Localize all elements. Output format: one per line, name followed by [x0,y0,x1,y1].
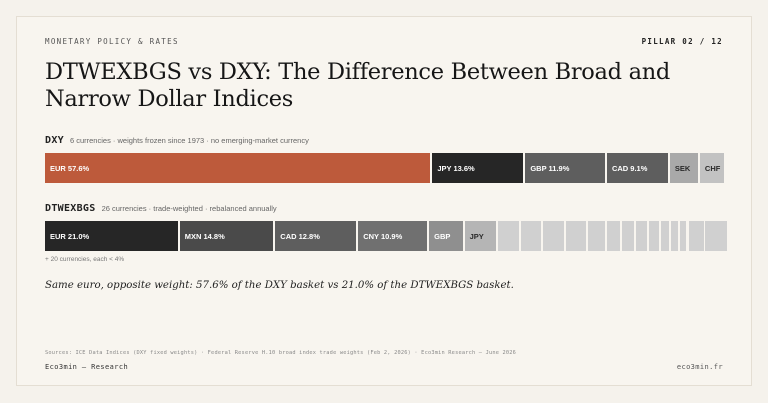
other-currencies-note: + 20 currencies, each < 4% [45,256,125,263]
footer-brand: Eco3min — Research [45,363,129,371]
bar-segment-chf: CHF [699,153,724,183]
bar-segment-other-2 [521,221,542,251]
bar-segment-label: JPY [469,231,484,241]
bar-segment-other-17 [709,221,715,251]
bar-segment-cad: CAD 12.8% [275,221,357,251]
bar-segment-other-8 [635,221,647,251]
page-title: DTWEXBGS vs DXY: The Difference Between … [45,59,671,112]
dxy-row-label: DXY 6 currencies · weights frozen since 1… [45,135,309,146]
bar-segment-other-5 [587,221,605,251]
bar-segment-other-13 [688,221,694,251]
bar-segment-label: SEK [674,163,691,173]
bar-segment-other-10 [661,221,669,251]
bar-segment-mxn: MXN 14.8% [179,221,274,251]
bar-segment-label: CHF [704,163,721,173]
chart-caption: Same euro, opposite weight: 57.6% of the… [45,280,514,291]
bar-segment-other-14 [694,221,700,251]
bar-segment-other-16 [704,221,710,251]
bar-segment-other-4 [565,221,586,251]
bar-segment-gbp: GBP [429,221,463,251]
bar-segment-label: EUR 21.0% [50,231,90,241]
bar-segment-jpy: JPY [464,221,497,251]
bar-segment-label: GBP 11.9% [530,163,570,173]
bar-segment-other-1 [498,221,520,251]
bar-segment-label: CAD 12.8% [280,231,320,241]
bar-segment-cny: CNY 10.9% [358,221,428,251]
bar-segment-label: MXN 14.8% [184,231,225,241]
bar-segment-label: JPY 13.6% [437,163,475,173]
bar-segment-other-15 [699,221,705,251]
bar-segment-eur: EUR 57.6% [45,153,431,183]
broad-name: DTWEXBGS [45,203,96,214]
bar-segment-other-11 [670,221,679,251]
footer-site: eco3min.fr [676,363,723,371]
bar-segment-other-3 [543,221,564,251]
card: MONETARY POLICY & RATES PILLAR 02 / 12 D… [16,16,752,386]
broad-subtitle: 26 currencies · trade-weighted · rebalan… [101,204,277,213]
dxy-subtitle: 6 currencies · weights frozen since 1973… [69,136,309,145]
bar-segment-other-6 [606,221,621,251]
dxy-name: DXY [45,135,64,146]
bar-segment-label: CAD 9.1% [611,163,648,173]
bar-segment-other-20 [722,221,728,251]
broad-row-label: DTWEXBGS 26 currencies · trade-weighted ·… [45,203,277,214]
bar-segment-sek: SEK [669,153,698,183]
pillar-indicator: PILLAR 02 / 12 [641,37,723,46]
bar-segment-other-12 [680,221,687,251]
section-kicker: MONETARY POLICY & RATES [45,37,179,46]
bar-segment-label: CNY 10.9% [363,231,403,241]
bar-segment-eur: EUR 21.0% [45,221,178,251]
bar-segment-other-7 [622,221,634,251]
bar-segment-other-9 [648,221,659,251]
bar-segment-label: EUR 57.6% [50,163,90,173]
bar-segment-other-18 [714,221,720,251]
sources-line: Sources: ICE Data Indices (DXY fixed wei… [45,350,517,356]
bar-segment-cad: CAD 9.1% [606,153,668,183]
dxy-stacked-bar: EUR 57.6% JPY 13.6% GBP 11.9% CAD 9.1% SEK CH… [45,153,724,183]
bar-segment-other-19 [718,221,724,251]
bar-segment-jpy: JPY 13.6% [432,153,524,183]
bar-segment-label: GBP [434,231,451,241]
bar-segment-gbp: GBP 11.9% [525,153,605,183]
broad-stacked-bar: EUR 21.0% MXN 14.8% CAD 12.8% CNY 10.9% GBP J… [45,221,728,251]
